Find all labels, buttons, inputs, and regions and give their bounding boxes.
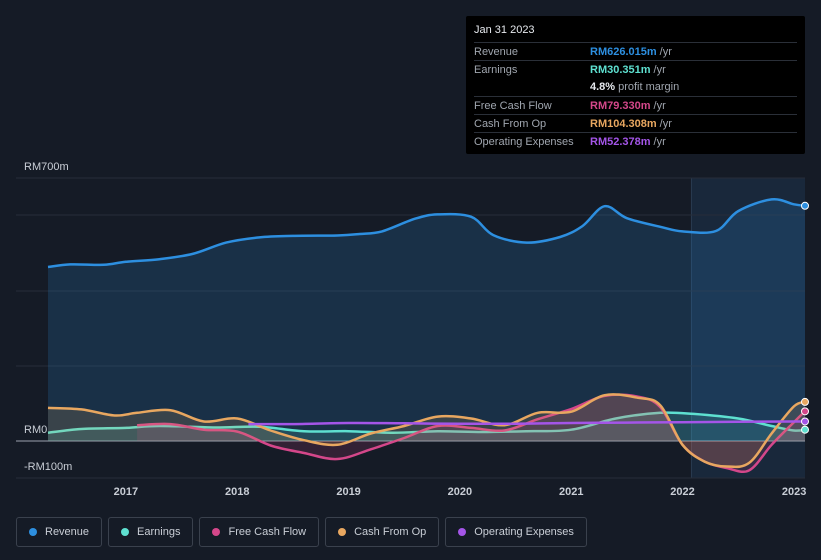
tooltip-value: RM79.330m (590, 99, 651, 112)
tooltip-row-cash-from-op: Cash From Op RM104.308m /yr (474, 114, 797, 132)
tooltip-value: RM104.308m (590, 117, 657, 130)
tooltip-label: Earnings (474, 63, 518, 76)
legend-item-free-cash-flow[interactable]: Free Cash Flow (199, 517, 320, 547)
earnings-dot-icon (121, 528, 130, 536)
tooltip-label: Operating Expenses (474, 136, 574, 149)
operating-expenses-line (248, 420, 806, 426)
tooltip-unit: /yr (659, 45, 672, 58)
legend-item-operating-expenses[interactable]: Operating Expenses (445, 517, 587, 547)
tooltip-row-revenue: Revenue RM626.015m /yr (474, 42, 797, 60)
legend-item-revenue[interactable]: Revenue (16, 517, 103, 547)
tooltip-date: Jan 31 2023 (474, 24, 535, 36)
operating-expenses-endpoint (801, 417, 809, 426)
cash-from-op-line (47, 393, 806, 469)
tooltip-value: RM52.378m (590, 136, 651, 149)
earnings-endpoint (801, 425, 809, 434)
data-tooltip: Jan 31 2023 Revenue RM626.015m /yr Earni… (466, 16, 805, 154)
x-axis-tick-label: 2018 (225, 486, 249, 498)
cash-from-op-endpoint (801, 397, 809, 406)
legend-item-cash-from-op[interactable]: Cash From Op (325, 517, 440, 547)
series-endpoints (801, 201, 809, 434)
revenue-endpoint (801, 201, 809, 210)
x-axis-tick-label: 2020 (448, 486, 472, 498)
tooltip-row-free-cash-flow: Free Cash Flow RM79.330m /yr (474, 95, 797, 114)
x-axis-tick-label: 2021 (559, 486, 583, 498)
tooltip-value: RM626.015m (590, 45, 657, 58)
tooltip-unit: /yr (653, 136, 666, 149)
legend-label: Operating Expenses (474, 526, 574, 538)
y-axis-label: RM0 (24, 424, 47, 436)
legend-label: Earnings (137, 526, 181, 538)
tooltip-unit: /yr (653, 63, 666, 76)
tooltip-label: Cash From Op (474, 117, 547, 130)
legend-label: Revenue (45, 526, 90, 538)
earnings-line (47, 411, 806, 434)
tooltip-row-earnings: Earnings RM30.351m /yr (474, 60, 797, 78)
gridlines (16, 177, 805, 479)
tooltip-label: Revenue (474, 45, 519, 58)
operating-expenses-dot-icon (458, 528, 467, 536)
legend-label: Cash From Op (354, 526, 427, 538)
tooltip-label: Free Cash Flow (474, 99, 552, 112)
legend-item-earnings[interactable]: Earnings (108, 517, 194, 547)
revenue-area (48, 199, 805, 441)
revenue-dot-icon (29, 528, 37, 536)
y-axis-label: RM700m (24, 161, 69, 173)
free-cash-flow-line (137, 393, 806, 474)
cash-from-op-dot-icon (338, 528, 347, 536)
y-axis-labels: RM700m RM0 -RM100m (24, 161, 72, 473)
chart-legend: Revenue Earnings Free Cash Flow Cash Fro… (16, 517, 587, 547)
tooltip-row-profit-margin: 4.8% profit margin (474, 79, 797, 96)
tooltip-row-operating-expenses: Operating Expenses RM52.378m /yr (474, 132, 797, 150)
series-layer (47, 198, 806, 474)
x-axis-tick-label: 2017 (114, 486, 138, 498)
legend-label: Free Cash Flow (228, 526, 307, 538)
tooltip-unit: /yr (659, 117, 672, 130)
revenue-line (47, 198, 806, 269)
cash-from-op-area (48, 394, 805, 467)
x-axis-tick-label: 2019 (336, 486, 360, 498)
x-axis-tick-label: 2022 (670, 486, 694, 498)
free-cash-flow-endpoint (801, 407, 809, 416)
tooltip-value: 4.8% (590, 81, 616, 94)
tooltip-value: RM30.351m (590, 63, 651, 76)
free-cash-flow-dot-icon (212, 528, 221, 536)
y-axis-label: -RM100m (24, 461, 72, 473)
tooltip-unit: profit margin (618, 81, 680, 94)
x-axis-labels: 2017 2018 2019 2020 2021 2022 2023 (114, 486, 807, 498)
x-axis-tick-label: 2023 (782, 486, 806, 498)
tooltip-unit: /yr (653, 99, 666, 112)
